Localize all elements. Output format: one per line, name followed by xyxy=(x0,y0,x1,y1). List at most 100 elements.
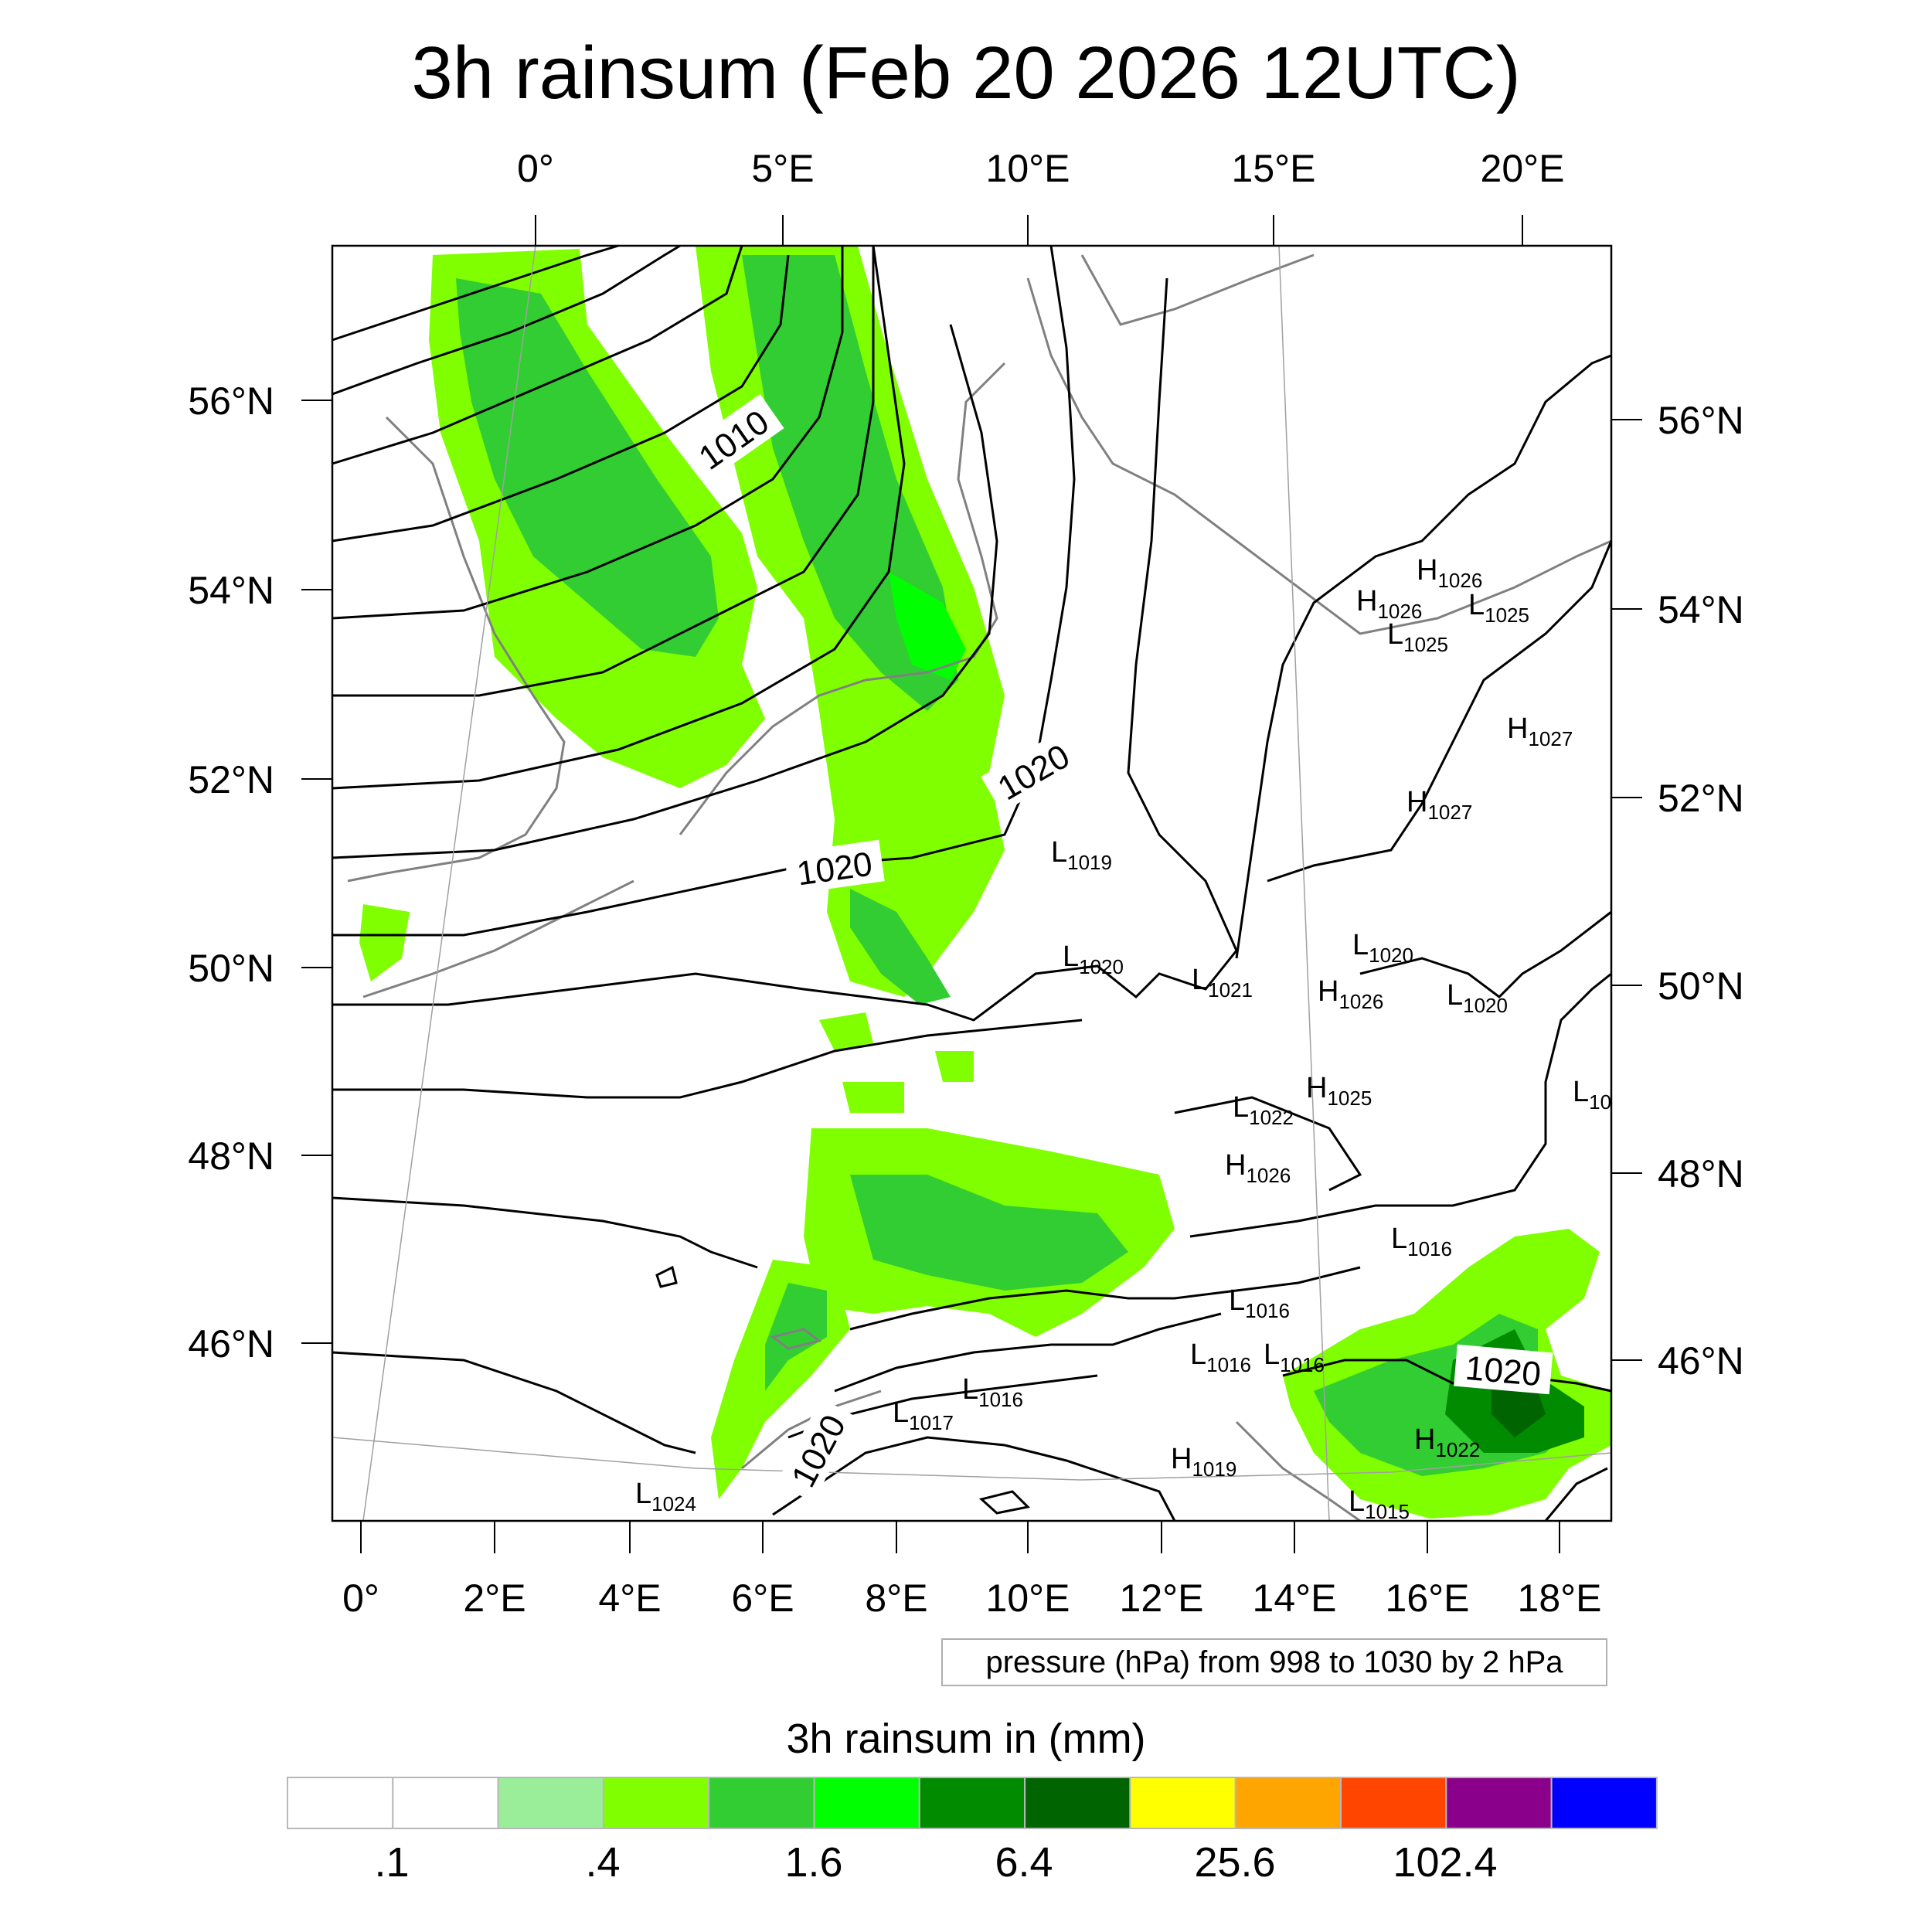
left-axis-label: 48°N xyxy=(188,1134,274,1178)
isobar xyxy=(332,244,681,396)
right-axis-label: 48°N xyxy=(1658,1152,1744,1196)
colorbar-tick-label: .4 xyxy=(585,1839,620,1886)
colorbar-swatch xyxy=(1445,1777,1553,1829)
isobar xyxy=(332,1351,696,1454)
colorbar-swatch xyxy=(1024,1777,1131,1829)
map-frame xyxy=(331,244,1613,1522)
bottom-axis: 0° 2°E 4°E 6°E 8°E 10°E 12°E 14°E 16°E 1… xyxy=(342,1521,1601,1620)
colorbar-boxes xyxy=(287,1777,1658,1829)
colorbar-title: 3h rainsum in (mm) xyxy=(786,1716,1146,1762)
bottom-axis-label: 8°E xyxy=(865,1577,927,1620)
colorbar-swatch xyxy=(287,1777,394,1829)
pressure-center: H1027 xyxy=(1406,786,1472,824)
bottom-axis-label: 4°E xyxy=(598,1577,661,1620)
coastline-lowlands xyxy=(679,362,1006,835)
isobar xyxy=(849,1266,1361,1331)
pressure-center: L1025 xyxy=(1387,618,1448,656)
left-axis-label: 54°N xyxy=(188,569,274,612)
coastline-adriatic xyxy=(1235,1420,1361,1522)
pressure-center: H1027 xyxy=(1507,713,1573,750)
top-axis-label: 5°E xyxy=(751,147,814,190)
pressure-center: L1016 xyxy=(1190,1338,1251,1376)
pressure-center: H1019 xyxy=(1171,1443,1236,1481)
isobar xyxy=(1359,910,1612,998)
graticule xyxy=(332,245,1612,1522)
top-axis-label: 15°E xyxy=(1232,147,1316,190)
rain-patch-belgium xyxy=(850,889,951,1005)
bottom-axis-label: 12°E xyxy=(1120,1577,1204,1620)
isobar-closed xyxy=(655,1265,678,1288)
rain-area-alps-core xyxy=(850,1175,1128,1291)
isobars xyxy=(332,244,1613,1522)
pressure-center: L1016 xyxy=(962,1373,1023,1411)
pressure-center: L10 xyxy=(1573,1076,1611,1114)
colorbar-swatch xyxy=(708,1777,815,1829)
pressure-centers: H1026 H1026 L1025 L1025 H1027 H1027 L101… xyxy=(635,554,1611,1523)
rain-patch-lorraine xyxy=(819,1012,873,1051)
isobar xyxy=(834,1312,1222,1393)
lake-geneva xyxy=(770,1328,822,1350)
isobar xyxy=(1189,972,1612,1238)
isobar xyxy=(332,245,1076,937)
colorbar-swatch xyxy=(602,1777,710,1829)
pressure-center: H1026 xyxy=(1318,975,1383,1013)
colorbar-swatch xyxy=(813,1777,920,1829)
pressure-center: L1020 xyxy=(1063,940,1124,978)
coastline-scandinavia xyxy=(1080,253,1315,326)
bottom-axis-label: 6°E xyxy=(731,1577,794,1620)
isobar xyxy=(332,245,743,465)
top-axis: 0° 5°E 10°E 15°E 20°E xyxy=(517,147,1564,246)
isobar xyxy=(332,246,875,697)
pressure-center: H1026 xyxy=(1417,554,1482,592)
top-axis-label: 0° xyxy=(517,147,554,190)
parallel-45N xyxy=(332,1437,1612,1481)
isobar xyxy=(332,277,1238,1022)
isobar xyxy=(1174,1096,1362,1192)
coastline-channel xyxy=(362,879,634,998)
rain-band-north-sea-core xyxy=(456,278,719,657)
isobar xyxy=(1282,1359,1612,1393)
isobar-closed xyxy=(978,1490,1031,1515)
rain-area-western-alps-core xyxy=(765,1283,827,1391)
colorbar: .1 .4 1.6 6.4 25.6 102.4 xyxy=(287,1777,1658,1886)
right-axis-label: 56°N xyxy=(1658,399,1744,442)
pressure-center: L1022 xyxy=(1233,1091,1294,1129)
right-axis-label: 54°N xyxy=(1658,588,1744,631)
coastline-britain xyxy=(347,416,566,883)
colorbar-swatch xyxy=(1340,1777,1447,1829)
pressure-center: H1022 xyxy=(1414,1423,1480,1461)
isobar xyxy=(332,244,619,342)
isobar xyxy=(1544,1467,1608,1522)
left-axis-label: 50°N xyxy=(188,947,274,990)
map-title: 3h rainsum (Feb 20 2026 12UTC) xyxy=(411,32,1521,114)
colorbar-tick-label: .1 xyxy=(374,1839,409,1886)
rain-band-central-bright xyxy=(889,572,966,680)
rain-patch-bw xyxy=(935,1051,974,1082)
pressure-center: L1016 xyxy=(1391,1223,1452,1260)
colorbar-swatch xyxy=(918,1777,1026,1829)
meridian-15E xyxy=(1278,245,1330,1522)
contour-label: 1020 xyxy=(1454,1344,1553,1395)
rain-patch-france-small xyxy=(359,904,410,981)
isobar xyxy=(1267,540,1613,883)
colorbar-tick-label: 25.6 xyxy=(1194,1839,1275,1886)
pressure-center: H1025 xyxy=(1306,1072,1372,1110)
left-axis: 56°N 54°N 52°N 50°N 48°N 46°N xyxy=(188,379,332,1366)
top-axis-label: 10°E xyxy=(986,147,1070,190)
colorbar-swatch xyxy=(497,1777,604,1829)
pressure-center: L1025 xyxy=(1468,589,1529,627)
pressure-center: L1016 xyxy=(1264,1338,1325,1376)
left-axis-label: 52°N xyxy=(188,758,274,801)
coastline-baltic xyxy=(1026,277,1612,635)
right-axis-label: 52°N xyxy=(1658,777,1744,820)
bottom-axis-label: 18°E xyxy=(1518,1577,1602,1620)
pressure-legend-note: pressure (hPa) from 998 to 1030 by 2 hPa xyxy=(941,1638,1607,1686)
bottom-axis-label: 10°E xyxy=(986,1577,1070,1620)
top-axis-label: 20°E xyxy=(1481,147,1565,190)
colorbar-swatch xyxy=(1234,1777,1342,1829)
colorbar-tick-label: 6.4 xyxy=(995,1839,1053,1886)
isobar xyxy=(772,1436,1176,1522)
map-panel: 1010 1020 1020 1020 1020 H1026 H1026 xyxy=(331,244,1613,1523)
colorbar-swatch xyxy=(392,1777,499,1829)
